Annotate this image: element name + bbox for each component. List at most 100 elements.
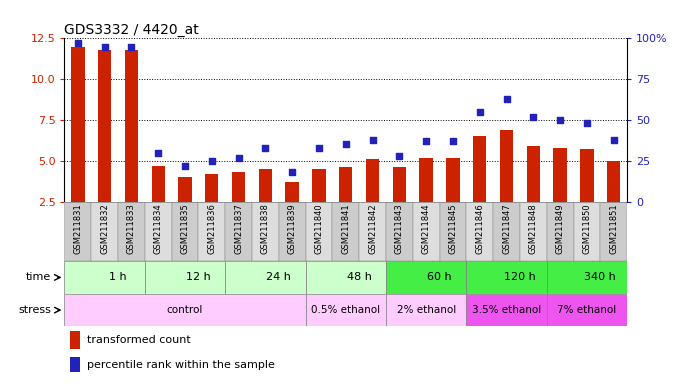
Bar	[98, 50, 111, 202]
Text: GSM211848: GSM211848	[529, 204, 538, 254]
Bar	[199, 202, 225, 261]
Bar	[225, 202, 252, 261]
Bar	[71, 46, 85, 202]
Bar	[118, 202, 145, 261]
Text: GSM211845: GSM211845	[448, 204, 458, 254]
Text: GSM211843: GSM211843	[395, 204, 404, 254]
Text: GSM211837: GSM211837	[234, 204, 243, 254]
Point	[206, 158, 217, 164]
Text: GSM211842: GSM211842	[368, 204, 377, 254]
Text: transformed count: transformed count	[87, 335, 191, 345]
Bar	[225, 261, 306, 294]
Bar	[520, 202, 546, 261]
Text: GSM211849: GSM211849	[556, 204, 565, 254]
Bar	[70, 358, 80, 372]
Text: GSM211832: GSM211832	[100, 204, 109, 254]
Bar	[306, 294, 386, 326]
Bar	[259, 169, 272, 202]
Point	[340, 141, 351, 147]
Bar	[500, 130, 513, 202]
Text: GSM211838: GSM211838	[261, 204, 270, 254]
Text: GSM211834: GSM211834	[154, 204, 163, 254]
Text: percentile rank within the sample: percentile rank within the sample	[87, 360, 275, 370]
Point	[287, 169, 298, 175]
Text: GSM211844: GSM211844	[422, 204, 431, 254]
Bar	[446, 157, 460, 202]
Text: 1 h: 1 h	[109, 272, 127, 283]
Text: GSM211833: GSM211833	[127, 204, 136, 254]
Bar	[386, 202, 413, 261]
Bar	[172, 202, 199, 261]
Point	[233, 154, 244, 161]
Text: 2% ethanol: 2% ethanol	[397, 305, 456, 315]
Bar	[285, 182, 299, 202]
Point	[582, 120, 593, 126]
Bar	[70, 331, 80, 349]
Bar	[279, 202, 306, 261]
Text: 340 h: 340 h	[584, 272, 616, 283]
Bar	[546, 261, 627, 294]
Text: GSM211836: GSM211836	[207, 204, 216, 254]
Bar	[92, 202, 118, 261]
Bar	[600, 202, 627, 261]
Text: GSM211839: GSM211839	[287, 204, 297, 254]
Text: control: control	[167, 305, 203, 315]
Point	[153, 150, 163, 156]
Bar	[527, 146, 540, 202]
Text: 3.5% ethanol: 3.5% ethanol	[472, 305, 541, 315]
Bar	[393, 167, 406, 202]
Text: 0.5% ethanol: 0.5% ethanol	[311, 305, 380, 315]
Bar	[580, 149, 594, 202]
Point	[73, 40, 83, 46]
Text: 120 h: 120 h	[504, 272, 536, 283]
Bar	[145, 261, 225, 294]
Bar	[386, 294, 466, 326]
Point	[475, 109, 485, 115]
Bar	[473, 136, 486, 202]
Bar	[466, 261, 546, 294]
Bar	[359, 202, 386, 261]
Bar	[332, 202, 359, 261]
Text: GSM211840: GSM211840	[315, 204, 323, 254]
Bar	[553, 148, 567, 202]
Bar	[151, 166, 165, 202]
Point	[421, 138, 432, 144]
Text: 24 h: 24 h	[266, 272, 292, 283]
Point	[394, 153, 405, 159]
Bar	[306, 202, 332, 261]
Bar	[546, 294, 627, 326]
Text: 12 h: 12 h	[186, 272, 211, 283]
Point	[313, 145, 324, 151]
Text: GDS3332 / 4420_at: GDS3332 / 4420_at	[64, 23, 199, 37]
Bar	[252, 202, 279, 261]
Point	[180, 163, 191, 169]
Text: GSM211846: GSM211846	[475, 204, 484, 254]
Bar	[125, 50, 138, 202]
Bar	[420, 157, 433, 202]
Text: 60 h: 60 h	[427, 272, 452, 283]
Text: GSM211847: GSM211847	[502, 204, 511, 254]
Text: stress: stress	[18, 305, 51, 315]
Point	[528, 114, 539, 120]
Bar	[145, 202, 172, 261]
Bar	[64, 294, 306, 326]
Bar	[205, 174, 218, 202]
Bar	[178, 177, 192, 202]
Bar	[413, 202, 439, 261]
Point	[608, 137, 619, 143]
Text: GSM211850: GSM211850	[582, 204, 591, 254]
Point	[555, 117, 565, 123]
Text: 7% ethanol: 7% ethanol	[557, 305, 616, 315]
Bar	[466, 294, 546, 326]
Bar	[306, 261, 386, 294]
Bar	[466, 202, 493, 261]
Text: GSM211851: GSM211851	[610, 204, 618, 254]
Point	[126, 43, 137, 50]
Point	[447, 138, 458, 144]
Text: time: time	[26, 272, 51, 283]
Bar	[366, 159, 379, 202]
Bar	[574, 202, 600, 261]
Bar	[546, 202, 574, 261]
Point	[99, 43, 110, 50]
Bar	[64, 261, 145, 294]
